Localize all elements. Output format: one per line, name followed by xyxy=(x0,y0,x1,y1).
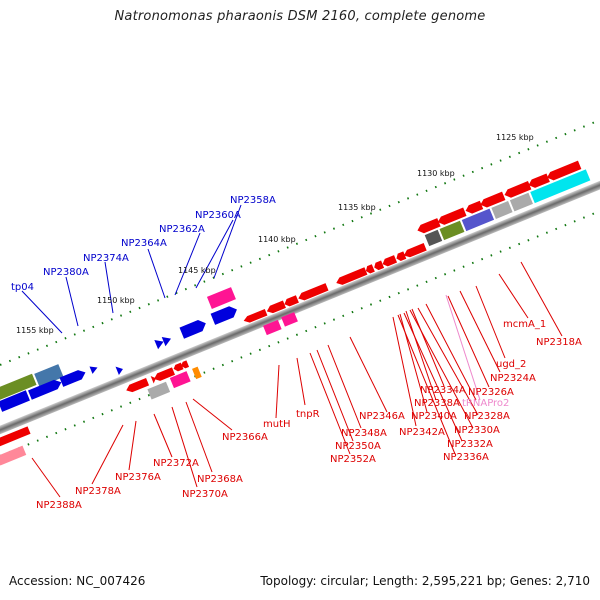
gene-label[interactable]: NP2380A xyxy=(43,267,89,278)
callout-lines xyxy=(21,204,563,498)
gene-label[interactable]: NP2348A xyxy=(341,428,387,439)
gene-label[interactable]: mutH xyxy=(263,419,291,430)
misc-genes xyxy=(0,312,298,466)
scale-label: 1140 kbp xyxy=(258,235,296,244)
gene-label[interactable]: NP2372A xyxy=(153,458,199,469)
gene-label[interactable]: NP2330A xyxy=(454,425,500,436)
scale-label: 1130 kbp xyxy=(417,169,455,178)
gene-label[interactable]: NP2358A xyxy=(230,195,276,206)
gene-label[interactable]: NP2326A xyxy=(468,387,514,398)
gene-label[interactable]: NP2332A xyxy=(447,439,493,450)
gene-label[interactable]: ugd_2 xyxy=(496,359,526,370)
scale-label: 1155 kbp xyxy=(16,326,54,335)
gene-label[interactable]: NP2350A xyxy=(335,441,381,452)
gene-label[interactable]: NP2364A xyxy=(121,238,167,249)
scale-labels: 1125 kbp 1130 kbp 1135 kbp 1140 kbp 1145… xyxy=(16,133,534,335)
gene-label[interactable]: NP2340A xyxy=(411,411,457,422)
gene-label[interactable]: NP2368A xyxy=(197,474,243,485)
gene-label[interactable]: NP2346A xyxy=(359,411,405,422)
gene-label[interactable]: NP2360A xyxy=(195,210,241,221)
accession-label: Accession: NC_007426 xyxy=(9,574,146,588)
gene-label[interactable]: NP2328A xyxy=(464,411,510,422)
reverse-genes xyxy=(0,160,582,449)
outer-dotted-track xyxy=(0,119,600,457)
gene-label[interactable]: NP2342A xyxy=(399,427,445,438)
gene-label[interactable]: NP2366A xyxy=(222,432,268,443)
genome-summary: Topology: circular; Length: 2,595,221 bp… xyxy=(260,574,590,588)
scale-label: 1145 kbp xyxy=(178,266,216,275)
gene-label[interactable]: tnpR xyxy=(296,409,320,420)
reverse-gene-labels: mcmA_1 NP2318A ugd_2 NP2324A NP2326A tRN… xyxy=(36,319,582,511)
gene-label[interactable]: NP2370A xyxy=(182,489,228,500)
map-title: Natronomonas pharaonis DSM 2160, complet… xyxy=(114,9,486,24)
gene-label[interactable]: NP2388A xyxy=(36,500,82,511)
forward-gene-labels: NP2358A NP2360A NP2362A NP2364A NP2374A … xyxy=(11,195,276,293)
scale-label: 1125 kbp xyxy=(496,133,534,142)
scale-label: 1135 kbp xyxy=(338,203,376,212)
gene-label[interactable]: tRNAPro2 xyxy=(462,398,509,409)
gene-label[interactable]: NP2334A xyxy=(420,385,466,396)
gene-label[interactable]: NP2336A xyxy=(443,452,489,463)
gene-label[interactable]: NP2318A xyxy=(536,337,582,348)
gene-track xyxy=(0,159,600,466)
gene-label[interactable]: NP2324A xyxy=(490,373,536,384)
gene-label[interactable]: NP2352A xyxy=(330,454,376,465)
gene-label[interactable]: NP2362A xyxy=(159,224,205,235)
forward-genes xyxy=(0,169,591,412)
gene-label[interactable]: tp04 xyxy=(11,282,34,293)
genome-backbone xyxy=(0,159,600,454)
gene-label[interactable]: NP2378A xyxy=(75,486,121,497)
gene-label[interactable]: mcmA_1 xyxy=(503,319,546,330)
gene-label[interactable]: NP2376A xyxy=(115,472,161,483)
gene-label[interactable]: NP2338A xyxy=(414,398,460,409)
scale-label: 1150 kbp xyxy=(97,296,135,305)
gene-label[interactable]: NP2374A xyxy=(83,253,129,264)
